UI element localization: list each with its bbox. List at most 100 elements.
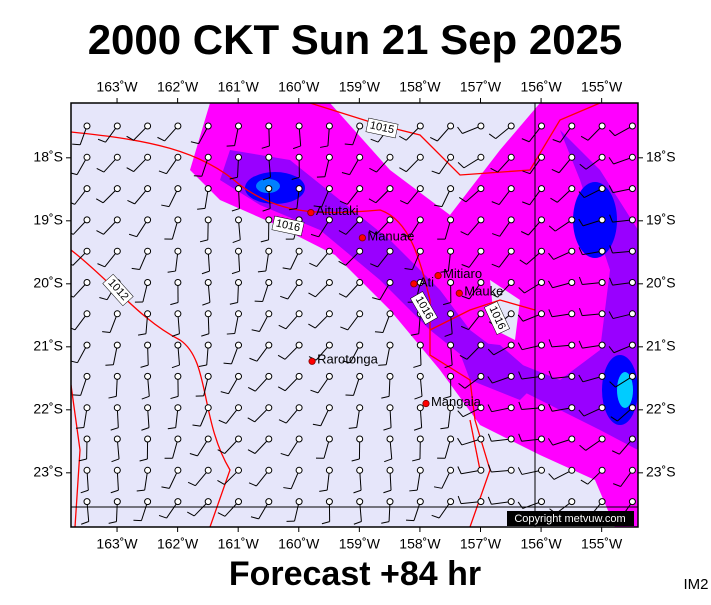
barb-station	[357, 405, 363, 411]
barb-station	[266, 499, 272, 505]
barb-station	[266, 311, 272, 317]
barb-station	[175, 248, 181, 254]
barb-station	[599, 186, 605, 192]
barb-station	[236, 405, 242, 411]
barb-station	[175, 186, 181, 192]
barb-station	[508, 436, 514, 442]
barb-station	[569, 311, 575, 317]
place-marker	[359, 235, 365, 241]
barb-flag	[458, 527, 461, 535]
barb-station	[114, 311, 120, 317]
barb-station	[236, 123, 242, 129]
image-code: IM2	[683, 576, 708, 593]
barb-station	[236, 248, 242, 254]
barb-station	[145, 342, 151, 348]
barb-station	[266, 280, 272, 286]
place-marker	[435, 272, 441, 278]
lon-label: 163˚W	[96, 536, 138, 552]
barb-station	[599, 217, 605, 223]
barb-station	[448, 217, 454, 223]
barb-flag	[80, 553, 88, 555]
barb-station	[478, 217, 484, 223]
barb-station	[569, 373, 575, 379]
barb-station	[539, 342, 545, 348]
barb-station	[448, 467, 454, 473]
barb-station	[539, 467, 545, 473]
barb-station	[84, 248, 90, 254]
lat-label: 20˚S	[646, 275, 676, 291]
barb-station	[175, 217, 181, 223]
barb-station	[417, 436, 423, 442]
barb-station	[569, 467, 575, 473]
barb-station	[326, 405, 332, 411]
barb-station	[145, 405, 151, 411]
barb-flag	[227, 146, 235, 147]
barb-station	[357, 499, 363, 505]
barb-station	[236, 373, 242, 379]
barb-station	[326, 436, 332, 442]
barb-station	[145, 530, 151, 536]
barb-station	[539, 499, 545, 505]
map-area: AitutakiManuaeMitiaroAtiMaukeRarotongaMa…	[66, 103, 638, 556]
barb-station	[569, 436, 575, 442]
barb-station	[236, 499, 242, 505]
lat-label: 19˚S	[33, 212, 63, 228]
lat-label: 21˚S	[33, 338, 63, 354]
barb-station	[205, 311, 211, 317]
place-name: Mauke	[464, 284, 503, 299]
lon-label: 156˚W	[520, 79, 562, 95]
barb-station	[326, 248, 332, 254]
barb-station	[205, 280, 211, 286]
lon-label: 159˚W	[339, 536, 381, 552]
barb-station	[387, 405, 393, 411]
barb-station	[357, 311, 363, 317]
barb-station	[629, 217, 635, 223]
barb-station	[417, 186, 423, 192]
barb-station	[175, 405, 181, 411]
barb-station	[357, 280, 363, 286]
barb-station	[448, 373, 454, 379]
barb-station	[266, 123, 272, 129]
barb-station	[448, 530, 454, 536]
barb-station	[448, 311, 454, 317]
barb-station	[508, 123, 514, 129]
barb-station	[448, 186, 454, 192]
barb-station	[296, 405, 302, 411]
barb-station	[205, 373, 211, 379]
barb-station	[205, 342, 211, 348]
lon-label: 157˚W	[460, 536, 502, 552]
barb-station	[266, 186, 272, 192]
place-name: Rarotonga	[317, 352, 378, 367]
barb-station	[266, 405, 272, 411]
barb-station	[296, 311, 302, 317]
barb-station	[508, 154, 514, 160]
barb-station	[326, 186, 332, 192]
barb-station	[296, 467, 302, 473]
barb-station	[478, 436, 484, 442]
place-marker	[456, 290, 462, 296]
barb-station	[84, 280, 90, 286]
barb-station	[569, 123, 575, 129]
barb-station	[145, 217, 151, 223]
place-name: Manuae	[367, 228, 414, 243]
barb-station	[84, 217, 90, 223]
barb-station	[357, 248, 363, 254]
barb-station	[296, 186, 302, 192]
lon-label: 162˚W	[157, 79, 199, 95]
lat-label: 22˚S	[33, 401, 63, 417]
barb-station	[296, 499, 302, 505]
barb-station	[236, 311, 242, 317]
barb-station	[175, 467, 181, 473]
lon-label: 161˚W	[218, 79, 260, 95]
barb-station	[145, 436, 151, 442]
barb-station	[326, 342, 332, 348]
lat-label: 19˚S	[646, 212, 676, 228]
barb-station	[326, 280, 332, 286]
barb-station	[205, 248, 211, 254]
barb-station	[417, 342, 423, 348]
barb-flag	[378, 365, 386, 366]
barb-station	[599, 373, 605, 379]
barb-station	[114, 154, 120, 160]
barb-station	[478, 467, 484, 473]
barb-station	[508, 186, 514, 192]
